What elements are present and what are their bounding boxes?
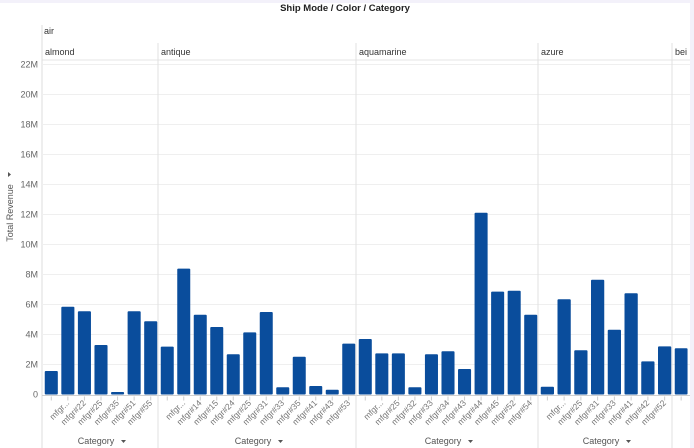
bar[interactable] — [61, 306, 75, 395]
chart-frame: Ship Mode / Color / Category air Total R… — [0, 3, 690, 448]
bar[interactable] — [641, 361, 655, 395]
y-tick-label: 20M — [20, 90, 38, 100]
y-tick-label: 22M — [20, 60, 38, 70]
bar[interactable] — [77, 311, 91, 395]
sort-dropdown-icon[interactable] — [278, 440, 283, 443]
bar[interactable] — [144, 321, 158, 395]
bar[interactable] — [591, 279, 605, 395]
pane-antique: antiquemfgr...mfgr#14mfgr#15mfgr#24mfgr#… — [157, 43, 356, 448]
bar[interactable] — [408, 387, 422, 395]
bar[interactable] — [111, 391, 125, 395]
y-tick-label: 12M — [20, 210, 38, 220]
y-tick-label: 14M — [20, 180, 38, 190]
bar[interactable] — [259, 312, 273, 395]
pane-almond: almondmfgr...mfgr#22mfgr#25mfgr#35mfgr#5… — [44, 47, 158, 446]
bar[interactable] — [243, 332, 257, 395]
bar[interactable] — [557, 299, 571, 395]
y-tick-label: 0 — [33, 390, 38, 400]
pane-aquamarine: aquamarinemfgr...mfgr#25mfgr#32mfgr#33mf… — [355, 43, 538, 448]
bar[interactable] — [160, 346, 174, 395]
bar[interactable] — [424, 354, 438, 395]
color-header[interactable]: aquamarine — [359, 47, 407, 57]
bar[interactable] — [474, 212, 488, 395]
bar[interactable] — [325, 389, 339, 395]
bar[interactable] — [226, 354, 240, 395]
bar[interactable] — [309, 385, 323, 395]
chart-title[interactable]: Ship Mode / Color / Category — [280, 3, 411, 14]
bar[interactable] — [210, 327, 224, 395]
x-axis-label[interactable]: Category — [235, 436, 272, 446]
sort-dropdown-icon[interactable] — [121, 440, 126, 443]
bar[interactable] — [375, 353, 389, 395]
bar[interactable] — [458, 369, 472, 395]
x-axis-label[interactable]: Category — [78, 436, 115, 446]
color-header[interactable]: almond — [45, 47, 75, 57]
sort-dropdown-icon[interactable] — [626, 440, 631, 443]
y-tick-label: 16M — [20, 150, 38, 160]
bar[interactable] — [276, 387, 290, 395]
bar[interactable] — [607, 329, 621, 395]
bar[interactable] — [540, 386, 554, 395]
faceted-bar-chart: Ship Mode / Color / Category air Total R… — [5, 3, 690, 448]
y-tick-label: 2M — [25, 360, 38, 370]
color-header[interactable]: azure — [541, 47, 564, 57]
bar[interactable] — [507, 290, 521, 395]
y-axis-title[interactable]: Total Revenue — [5, 172, 15, 242]
y-axis-label: Total Revenue — [5, 184, 15, 242]
y-tick-label: 10M — [20, 240, 38, 250]
bar[interactable] — [127, 311, 141, 395]
sort-dropdown-icon[interactable] — [468, 440, 473, 443]
x-axis-label[interactable]: Category — [583, 436, 620, 446]
bar[interactable] — [193, 314, 207, 395]
bar[interactable] — [292, 356, 306, 395]
bar[interactable] — [94, 345, 108, 395]
bar[interactable] — [391, 353, 405, 395]
bar[interactable] — [674, 348, 688, 395]
bar[interactable] — [44, 370, 58, 395]
color-header[interactable]: antique — [161, 47, 191, 57]
row-header-ship-mode: air — [44, 26, 54, 36]
y-tick-label: 4M — [25, 330, 38, 340]
bar[interactable] — [491, 291, 505, 395]
bar[interactable] — [342, 343, 356, 395]
y-tick-label: 18M — [20, 120, 38, 130]
bar[interactable] — [624, 293, 638, 395]
color-header[interactable]: bei — [675, 47, 687, 57]
y-tick-label: 6M — [25, 300, 38, 310]
sort-dropdown-icon[interactable] — [8, 172, 11, 177]
bar[interactable] — [524, 314, 538, 395]
bar[interactable] — [358, 339, 372, 395]
pane-bei: bei — [671, 43, 688, 448]
x-axis-label[interactable]: Category — [425, 436, 462, 446]
bar[interactable] — [441, 351, 455, 395]
y-tick-label: 8M — [25, 270, 38, 280]
bar[interactable] — [658, 346, 672, 395]
pane-azure: azuremfgr...mfgr#25mfgr#31mfgr#33mfgr#41… — [537, 43, 672, 448]
bar[interactable] — [574, 350, 588, 395]
bar[interactable] — [177, 268, 191, 395]
